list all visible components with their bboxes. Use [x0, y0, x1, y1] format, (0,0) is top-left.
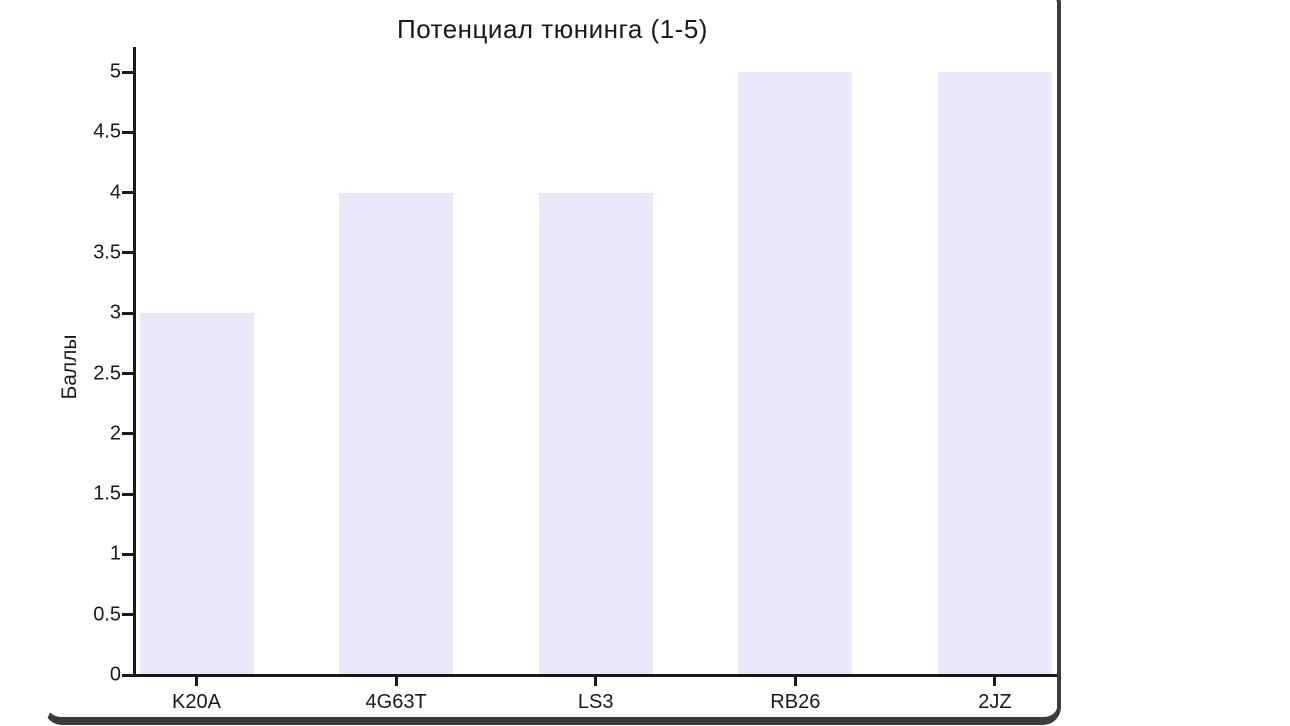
bar	[339, 192, 454, 674]
y-tick-label: 3	[109, 301, 121, 324]
x-category-label: LS3	[577, 691, 614, 713]
y-tick-label: 2.5	[93, 362, 121, 384]
y-tick-mark	[122, 191, 135, 195]
bar	[937, 72, 1052, 674]
y-tick-mark	[122, 130, 135, 134]
x-tick-mark	[394, 677, 398, 686]
y-tick-label: 5	[109, 60, 121, 83]
bar	[738, 72, 853, 674]
bar	[139, 313, 254, 674]
y-tick-label: 4.5	[93, 120, 121, 143]
x-category-label: K20A	[172, 691, 221, 713]
x-category-label: 2JZ	[978, 691, 1012, 713]
y-tick-mark	[122, 372, 135, 375]
x-tick-mark	[195, 677, 198, 686]
x-tick-mark	[993, 677, 997, 686]
y-tick-mark	[122, 251, 135, 255]
y-tick-mark	[122, 70, 135, 74]
y-tick-mark	[122, 492, 135, 496]
y-tick-label: 0	[109, 663, 121, 686]
y-axis-line	[133, 47, 136, 677]
chart-title: Потенциал тюнинга (1-5)	[397, 14, 708, 44]
y-tick-label: 2	[109, 422, 121, 445]
y-tick-mark	[122, 311, 135, 315]
bar	[538, 192, 653, 674]
y-tick-label: 1.5	[93, 482, 121, 505]
x-axis-line	[133, 674, 1057, 677]
x-category-label: RB26	[770, 691, 821, 713]
y-tick-mark	[122, 552, 135, 556]
y-tick-mark	[122, 613, 135, 617]
y-tick-label: 4	[109, 181, 121, 204]
x-tick-mark	[793, 677, 797, 686]
y-tick-label: 0.5	[93, 603, 121, 626]
y-tick-label: 3.5	[93, 241, 121, 264]
y-tick-mark	[122, 673, 135, 677]
y-tick-mark	[122, 432, 135, 436]
x-tick-mark	[594, 677, 598, 686]
x-category-label: 4G63T	[365, 691, 427, 713]
y-tick-label: 1	[109, 542, 121, 565]
